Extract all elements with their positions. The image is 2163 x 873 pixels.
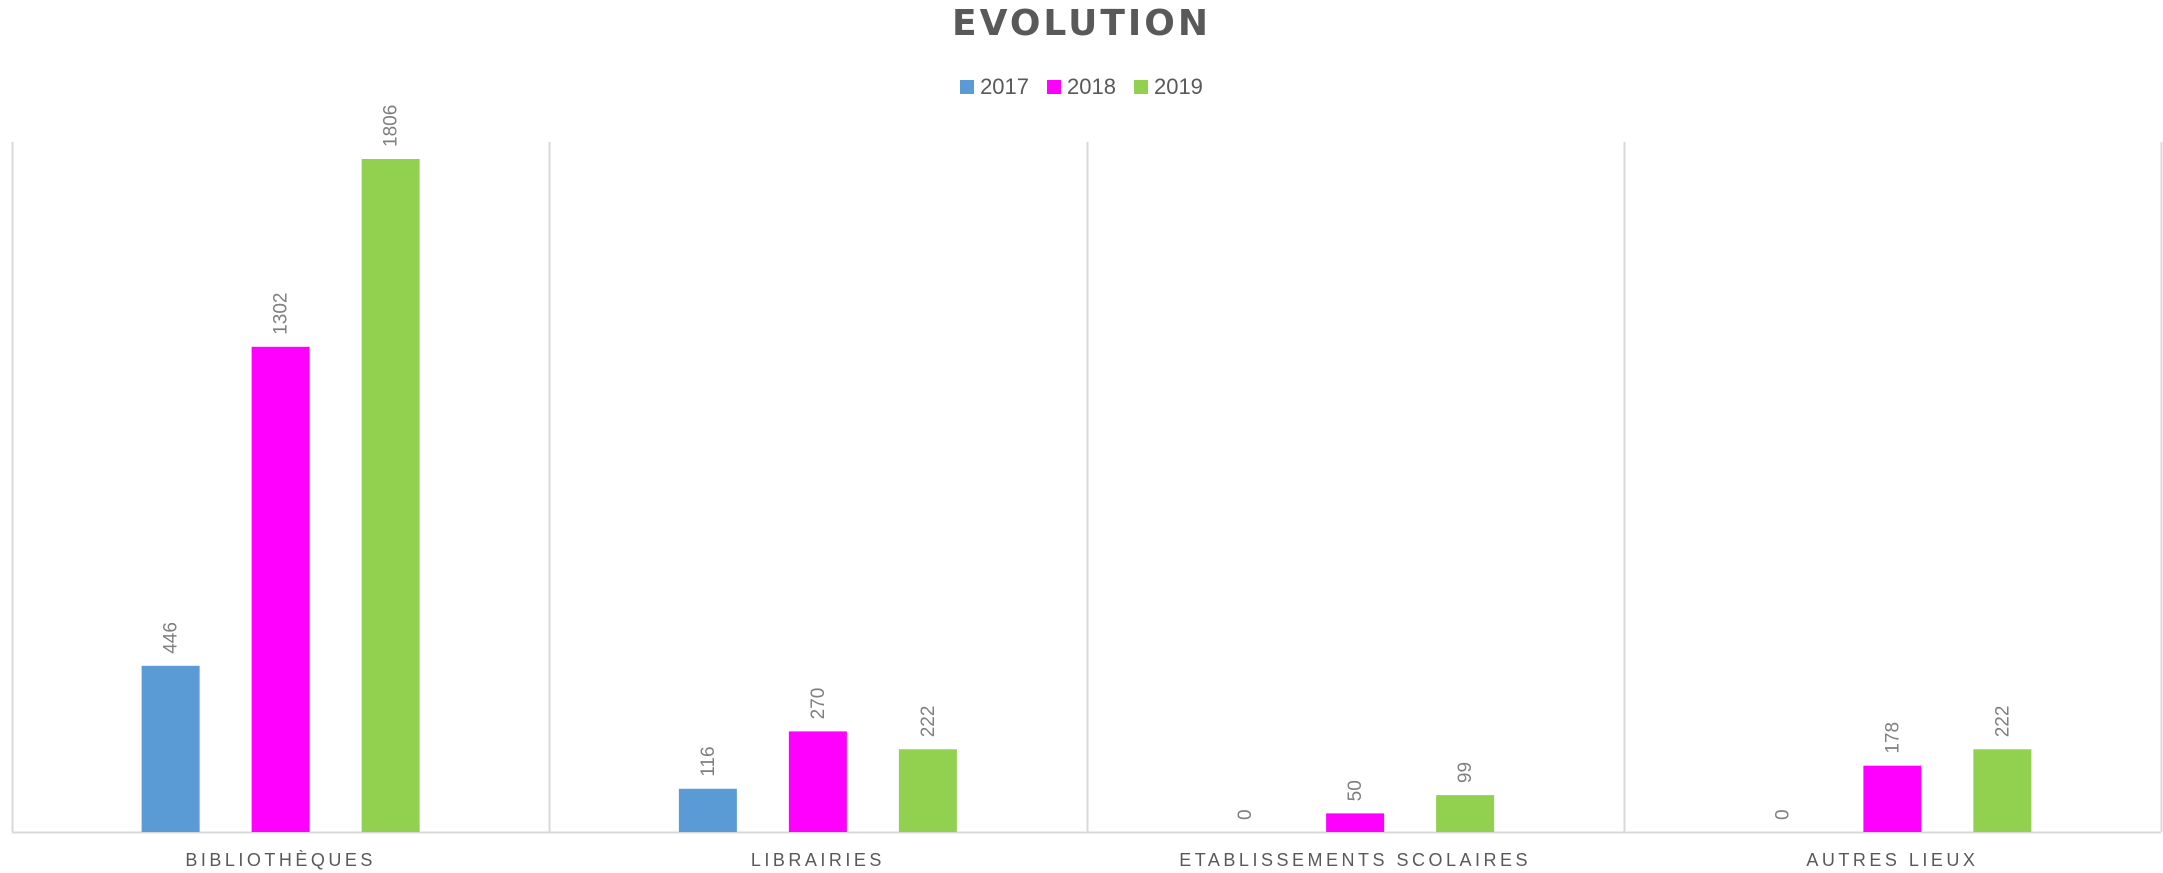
legend-label-2018: 2018 xyxy=(1067,74,1116,99)
bar-2018-1 xyxy=(788,731,847,832)
bar-2019-0 xyxy=(361,159,420,832)
bar-2017-1 xyxy=(678,788,737,832)
category-label-2: ETABLISSEMENTS SCOLAIRES xyxy=(1179,850,1531,870)
legend-item-2018: 2018 xyxy=(1047,74,1116,100)
legend-item-2019: 2019 xyxy=(1133,74,1203,100)
category-label-3: AUTRES LIEUX xyxy=(1806,850,1978,870)
data-label-2018-2: 50 xyxy=(1345,780,1366,801)
bar-2019-3 xyxy=(1973,749,2032,832)
legend: 2017 2018 2019 xyxy=(0,74,2163,100)
chart-title: EVOLUTION xyxy=(952,3,1211,44)
data-label-2018-0: 1302 xyxy=(271,293,292,335)
bar-2017-0 xyxy=(141,665,200,832)
bar-2018-2 xyxy=(1326,813,1385,832)
data-label-2017-2: 0 xyxy=(1235,809,1256,820)
legend-swatch-2017 xyxy=(960,80,975,94)
legend-label-2017: 2017 xyxy=(980,74,1030,99)
bar-2018-3 xyxy=(1863,765,1922,832)
bar-2019-1 xyxy=(898,749,957,832)
legend-item-2017: 2017 xyxy=(960,74,1029,100)
data-label-2018-1: 270 xyxy=(808,688,829,720)
data-label-2017-1: 116 xyxy=(698,746,719,776)
data-label-2018-3: 178 xyxy=(1882,722,1903,754)
data-label-2019-1: 222 xyxy=(918,706,939,738)
data-label-2019-0: 1806 xyxy=(381,105,402,147)
category-label-1: LIBRAIRIES xyxy=(751,850,885,870)
data-label-2017-3: 0 xyxy=(1772,809,1793,820)
bar-2019-2 xyxy=(1436,795,1495,832)
data-label-2019-2: 99 xyxy=(1455,762,1476,783)
data-label-2019-3: 222 xyxy=(1992,706,2013,738)
category-label-0: BIBLIOTHÈQUES xyxy=(185,850,376,870)
bar-2018-0 xyxy=(251,346,310,832)
legend-label-2019: 2019 xyxy=(1153,74,1203,99)
legend-swatch-2018 xyxy=(1047,80,1062,94)
data-label-2017-0: 446 xyxy=(161,622,182,654)
legend-swatch-2019 xyxy=(1133,80,1148,94)
